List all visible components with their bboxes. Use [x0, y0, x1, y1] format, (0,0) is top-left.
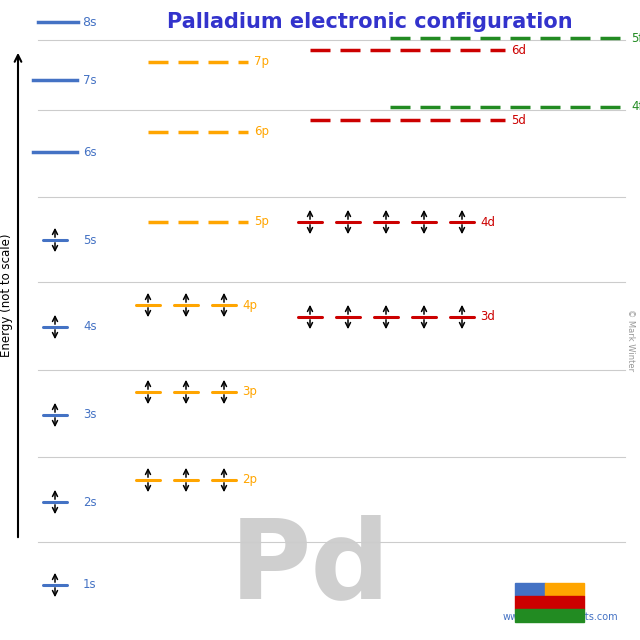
Text: 5s: 5s [83, 234, 97, 246]
Text: 5f: 5f [631, 31, 640, 45]
Text: 3p: 3p [242, 385, 257, 399]
Text: © Mark Winter: © Mark Winter [625, 309, 634, 371]
Text: 7p: 7p [254, 56, 269, 68]
Text: 4d: 4d [480, 216, 495, 228]
Text: 2s: 2s [83, 495, 97, 509]
Text: 6d: 6d [511, 44, 526, 56]
Text: 4p: 4p [242, 298, 257, 312]
Text: 5d: 5d [511, 113, 526, 127]
Text: 3d: 3d [480, 310, 495, 323]
Text: 8s: 8s [82, 15, 97, 29]
Text: 3s: 3s [83, 408, 97, 422]
Text: 2p: 2p [242, 474, 257, 486]
Text: 7s: 7s [83, 74, 97, 86]
Text: Palladium electronic configuration: Palladium electronic configuration [167, 12, 573, 32]
Text: 1s: 1s [83, 579, 97, 591]
Bar [515, 609, 584, 622]
Text: Pd: Pd [230, 515, 390, 621]
Bar [515, 583, 545, 596]
Text: 4s: 4s [83, 321, 97, 333]
Text: Energy (not to scale): Energy (not to scale) [1, 233, 13, 356]
Text: www.webelements.com: www.webelements.com [502, 612, 618, 622]
Text: 4f: 4f [631, 100, 640, 113]
Text: 5p: 5p [254, 216, 269, 228]
Bar [515, 596, 584, 609]
Text: 6p: 6p [254, 125, 269, 138]
Text: 6s: 6s [83, 145, 97, 159]
Bar [545, 583, 584, 596]
